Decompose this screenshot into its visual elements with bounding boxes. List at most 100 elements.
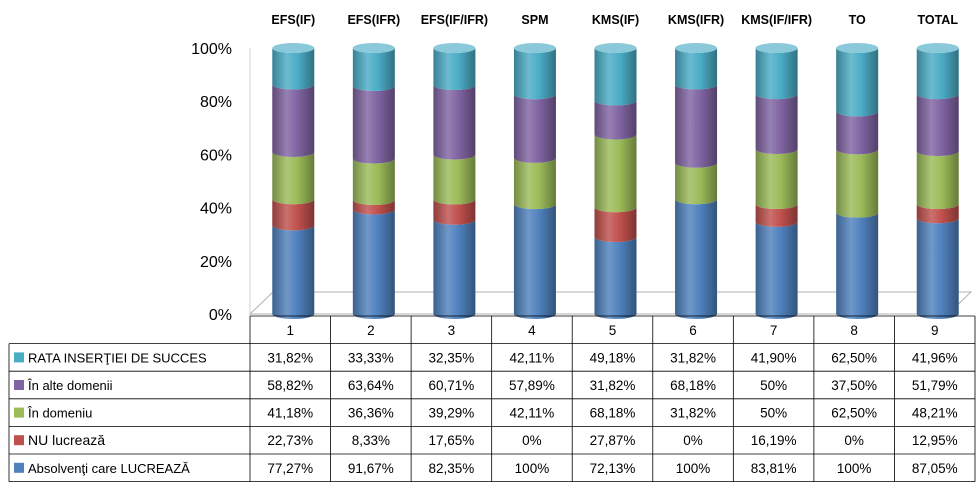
legend-key <box>14 352 24 363</box>
table-cell-value: 32,35% <box>428 350 474 365</box>
legend-entry: NU lucrează <box>28 432 105 448</box>
table-cell-value: 22,73% <box>267 433 313 448</box>
table-cell-value: 100% <box>515 461 550 476</box>
y-tick-label: 0% <box>209 307 232 324</box>
bar-segment-7-series2 <box>755 149 798 210</box>
table-cell-value: 68,18% <box>590 406 636 421</box>
bar-top-label: TOTAL <box>917 13 958 27</box>
bar-segment-8-series3 <box>836 111 879 155</box>
table-cell-value: 27,87% <box>590 433 636 448</box>
bar-segment-5-series2 <box>594 134 637 213</box>
table-cell-value: 39,29% <box>428 406 474 421</box>
bar-segment-5-series0 <box>594 237 637 319</box>
table-cell-value: 100% <box>837 461 872 476</box>
table-cell-value: 100% <box>676 461 711 476</box>
bar-segment-5-series3 <box>594 100 637 140</box>
y-tick-label: 100% <box>191 41 232 58</box>
table-cell-value: 50% <box>760 406 787 421</box>
bar-segment-3-series1 <box>433 199 476 225</box>
bar-top-label: SPM <box>521 13 548 27</box>
bar-segment-6-series4 <box>675 48 718 90</box>
legend-entry: În domeniu <box>27 406 92 421</box>
bar-top-cap-7 <box>755 43 798 53</box>
legend-entry: RATA INSERŢIEI DE SUCCES <box>28 350 207 365</box>
table-cell-value: 42,11% <box>510 350 555 365</box>
bar-segment-9-series0 <box>916 218 959 319</box>
category-label: 7 <box>770 323 778 338</box>
table-cell-value: 16,19% <box>751 433 797 448</box>
bar-segment-8-series4 <box>836 48 879 117</box>
category-label: 5 <box>609 323 617 338</box>
table-cell-value: 37,50% <box>831 378 877 393</box>
table-cell-value: 33,33% <box>348 350 394 365</box>
category-label: 3 <box>448 323 456 338</box>
bar-top-cap-9 <box>916 43 959 53</box>
y-tick-label: 20% <box>200 254 232 271</box>
bar-top-label: EFS(IF) <box>271 13 315 27</box>
table-cell-value: 41,96% <box>912 350 958 365</box>
bar-top-label: EFS(IFR) <box>347 13 400 27</box>
legend-key <box>14 435 24 446</box>
table-cell-value: 72,13% <box>590 461 636 476</box>
category-label: 4 <box>528 323 536 338</box>
table-cell-value: 83,81% <box>751 461 797 476</box>
bar-top-label: TO <box>849 13 866 27</box>
table-cell-value: 31,82% <box>590 378 636 393</box>
table-cell-value: 12,95% <box>912 433 958 448</box>
table-cell-value: 41,90% <box>751 350 797 365</box>
table-cell-value: 0% <box>683 433 703 448</box>
category-label: 1 <box>287 323 295 338</box>
table-cell-value: 50% <box>760 378 787 393</box>
y-tick-label: 60% <box>200 147 232 164</box>
bar-segment-5-series1 <box>594 207 637 243</box>
table-cell-value: 41,18% <box>267 406 313 421</box>
table-cell-value: 8,33% <box>352 433 390 448</box>
table-cell-value: 68,18% <box>670 378 716 393</box>
bar-segment-2-series4 <box>352 48 395 91</box>
y-tick-label: 40% <box>200 201 232 218</box>
table-cell-value: 63,64% <box>348 378 394 393</box>
bar-top-label: KMS(IF) <box>592 13 639 27</box>
bar-top-label: KMS(IFR) <box>668 13 724 27</box>
table-cell-value: 87,05% <box>912 461 958 476</box>
table-cell-value: 82,35% <box>428 461 474 476</box>
bar-top-cap-2 <box>352 43 395 53</box>
bar-segment-1-series4 <box>272 48 315 90</box>
bar-segment-9-series2 <box>916 151 959 210</box>
legend-key <box>14 380 24 390</box>
table-cell-value: 42,11% <box>510 406 555 421</box>
bar-segment-6-series0 <box>675 199 718 319</box>
category-label: 8 <box>850 323 858 338</box>
bar-segment-2-series3 <box>352 85 395 164</box>
bar-top-cap-4 <box>513 43 556 53</box>
bar-segment-6-series2 <box>675 162 718 205</box>
bar-segment-4-series0 <box>513 204 556 319</box>
bar-segment-8-series0 <box>836 212 879 319</box>
bar-segment-5-series4 <box>594 48 637 106</box>
table-cell-value: 31,82% <box>670 350 716 365</box>
legend-entry: În alte domenii <box>27 378 113 393</box>
category-label: 9 <box>931 323 939 338</box>
bar-top-cap-3 <box>433 43 476 53</box>
table-cell-value: 48,21% <box>912 406 958 421</box>
bar-segment-2-series0 <box>352 209 395 319</box>
bar-top-label: KMS(IF/IFR) <box>741 13 812 27</box>
table-cell-value: 0% <box>522 433 542 448</box>
table-cell-value: 58,82% <box>267 378 313 393</box>
table-cell-value: 49,18% <box>590 350 636 365</box>
table-cell-value: 57,89% <box>509 378 555 393</box>
bar-segment-3-series0 <box>433 219 476 319</box>
bar-segment-3-series2 <box>433 154 476 205</box>
table-cell-value: 62,50% <box>831 406 877 421</box>
category-label: 6 <box>689 323 697 338</box>
bar-segment-8-series2 <box>836 149 879 218</box>
bar-segment-1-series3 <box>272 84 315 158</box>
bar-segment-2-series1 <box>352 199 395 215</box>
bar-segment-4-series2 <box>513 157 556 210</box>
table-cell-value: 77,27% <box>267 461 313 476</box>
bar-top-cap-6 <box>675 43 718 53</box>
legend-key <box>14 407 24 418</box>
table-cell-value: 62,50% <box>831 350 877 365</box>
table-cell-value: 0% <box>844 433 864 448</box>
